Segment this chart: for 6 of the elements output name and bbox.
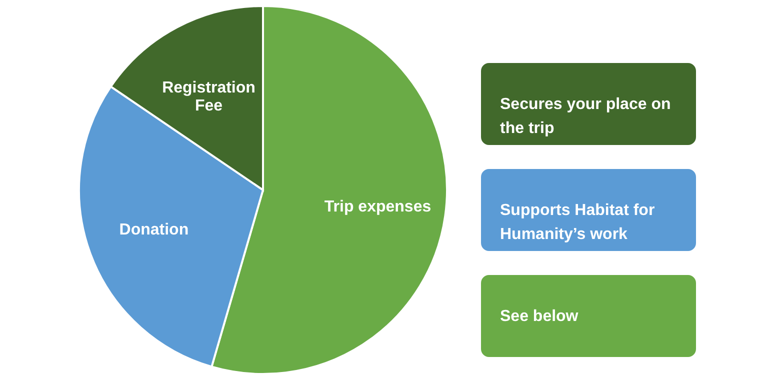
text: Secures your place on the trip — [500, 96, 671, 137]
text: See below — [500, 308, 579, 325]
text: Supports Habitat for Humanity’s work — [500, 202, 655, 243]
slice-label: Trip expenses — [324, 198, 432, 216]
slice-label: Donation — [119, 221, 189, 238]
slice-label: Registration Fee — [162, 80, 256, 115]
